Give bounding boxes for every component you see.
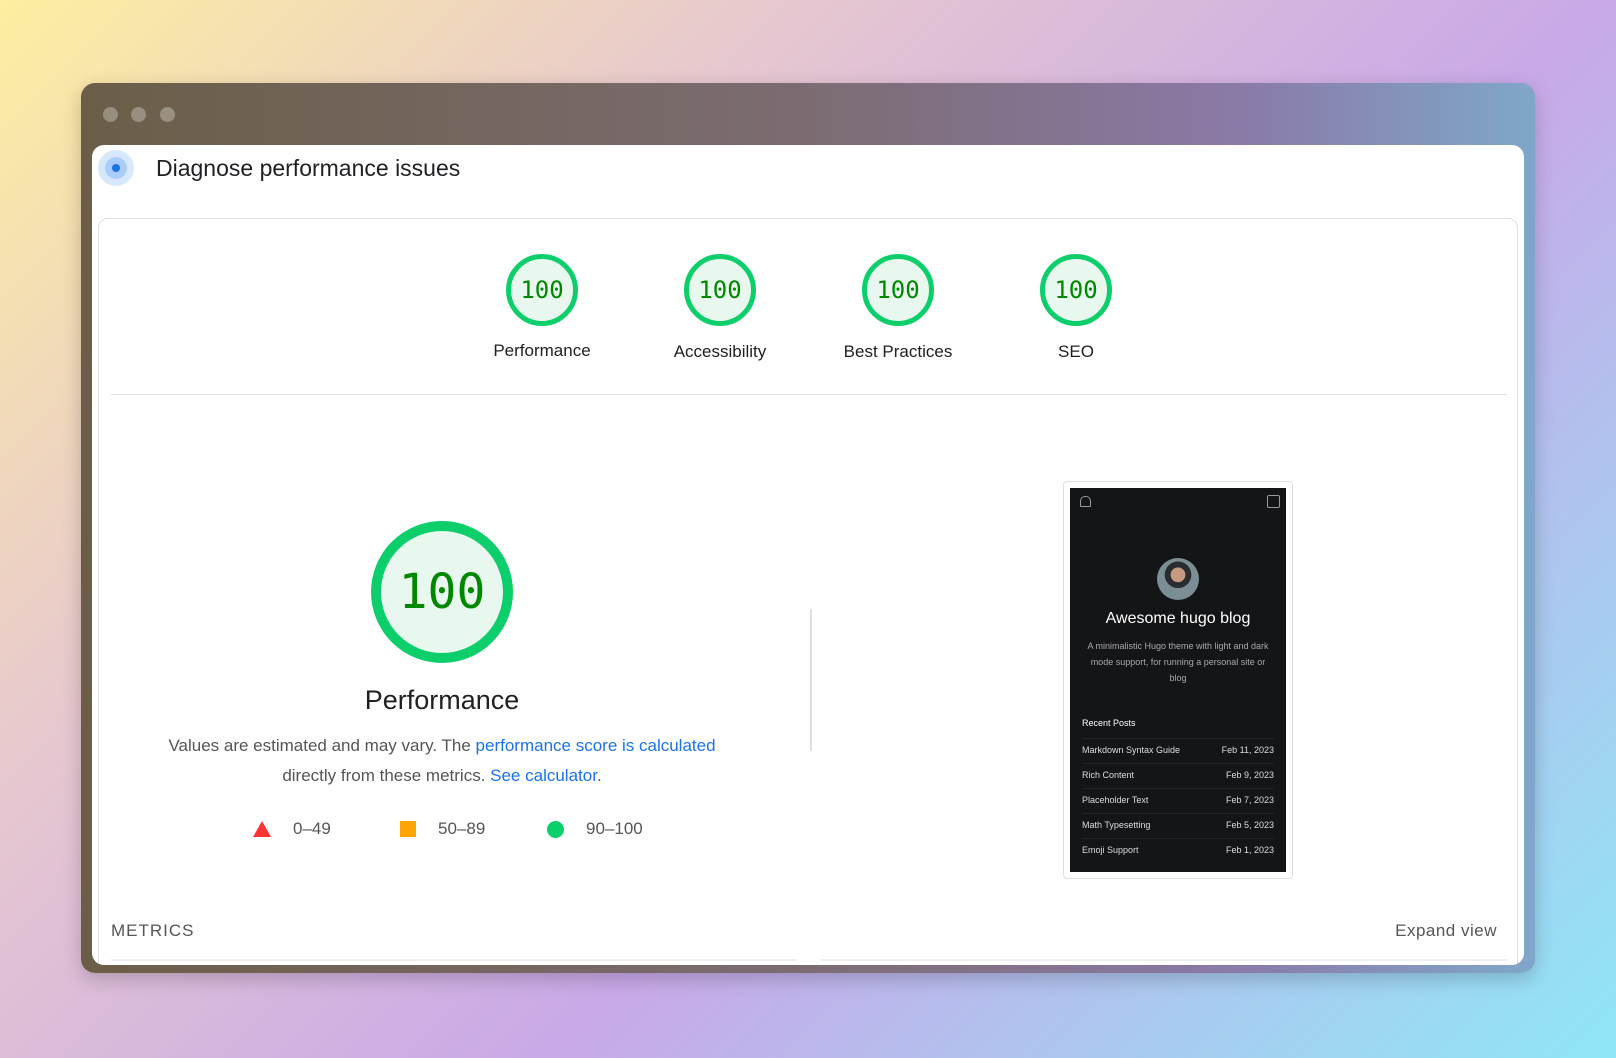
gauge-best-practices[interactable]: 100 xyxy=(862,254,934,326)
circle-icon xyxy=(547,820,564,838)
window-maximize-button[interactable] xyxy=(160,107,175,122)
recent-posts-heading: Recent Posts xyxy=(1082,718,1136,728)
post-date: Feb 9, 2023 xyxy=(1225,770,1274,780)
divider xyxy=(111,394,1507,395)
page-title: Diagnose performance issues xyxy=(156,155,461,181)
desc-text: Values are estimated and may vary. The xyxy=(168,736,476,755)
post-row[interactable]: Placeholder Text Feb 7, 2023 xyxy=(1082,788,1274,813)
legend-pass: 90–100 xyxy=(547,819,643,839)
metrics-divider-right xyxy=(821,959,1507,961)
post-date: Feb 5, 2023 xyxy=(1225,820,1274,830)
window-minimize-button[interactable] xyxy=(131,107,146,122)
metrics-heading: METRICS xyxy=(111,921,195,940)
post-date: Feb 1, 2023 xyxy=(1225,845,1274,855)
menu-icon xyxy=(1267,495,1280,508)
post-date: Feb 7, 2023 xyxy=(1225,795,1274,805)
gauge-accessibility[interactable]: 100 xyxy=(684,254,756,326)
home-icon xyxy=(1080,496,1091,507)
content-panel: Diagnose performance issues 100 Performa… xyxy=(92,145,1524,965)
post-title: Math Typesetting xyxy=(1082,820,1151,830)
performance-score-gauge: 100 xyxy=(371,521,513,663)
vertical-divider xyxy=(810,609,812,751)
gauge-performance[interactable]: 100 xyxy=(506,254,578,326)
desc-period: . xyxy=(596,766,602,785)
window-close-button[interactable] xyxy=(103,107,118,122)
post-row[interactable]: Rich Content Feb 9, 2023 xyxy=(1082,763,1274,788)
blog-title: Awesome hugo blog xyxy=(1105,610,1251,627)
square-icon xyxy=(400,821,416,837)
app-window: Diagnose performance issues 100 Performa… xyxy=(81,83,1535,973)
expand-view-button[interactable]: Expand view xyxy=(1395,921,1497,940)
gauge-label-seo[interactable]: SEO xyxy=(1058,342,1094,361)
blog-description: A minimalistic Hugo theme with light and… xyxy=(1087,641,1269,683)
post-title: Markdown Syntax Guide xyxy=(1082,745,1181,755)
metrics-divider-left xyxy=(111,959,797,961)
post-title: Rich Content xyxy=(1082,770,1135,780)
score-calculated-link[interactable]: performance score is calculated xyxy=(475,736,716,755)
phone-preview: Awesome hugo blog A minimalistic Hugo th… xyxy=(1070,488,1286,872)
desc-text-2: directly from these metrics. xyxy=(282,766,491,785)
gauge-label-best-practices[interactable]: Best Practices xyxy=(843,342,953,361)
performance-description: Values are estimated and may vary. The p… xyxy=(124,731,760,791)
post-row[interactable]: Emoji Support Feb 1, 2023 xyxy=(1082,838,1274,863)
performance-title: Performance xyxy=(364,685,520,715)
triangle-icon xyxy=(253,821,271,837)
legend-fail: 0–49 xyxy=(253,819,331,839)
lighthouse-radar-icon xyxy=(98,150,134,186)
gauge-label-performance[interactable]: Performance xyxy=(493,341,591,360)
post-title: Emoji Support xyxy=(1082,845,1139,855)
legend-label: 0–49 xyxy=(293,819,331,838)
post-title: Placeholder Text xyxy=(1082,795,1149,805)
page-screenshot[interactable]: Awesome hugo blog A minimalistic Hugo th… xyxy=(1063,481,1293,879)
legend-average: 50–89 xyxy=(400,819,485,839)
post-row[interactable]: Markdown Syntax Guide Feb 11, 2023 xyxy=(1082,738,1274,763)
see-calculator-link[interactable]: See calculator xyxy=(490,766,597,785)
post-row[interactable]: Math Typesetting Feb 5, 2023 xyxy=(1082,813,1274,838)
gauge-seo[interactable]: 100 xyxy=(1040,254,1112,326)
avatar xyxy=(1157,558,1199,600)
legend-label: 50–89 xyxy=(438,819,486,838)
gauge-label-accessibility[interactable]: Accessibility xyxy=(673,342,767,361)
legend-label: 90–100 xyxy=(586,819,643,838)
post-date: Feb 11, 2023 xyxy=(1221,745,1274,755)
report-card: 100 Performance 100 Accessibility 100 Be… xyxy=(98,218,1518,965)
